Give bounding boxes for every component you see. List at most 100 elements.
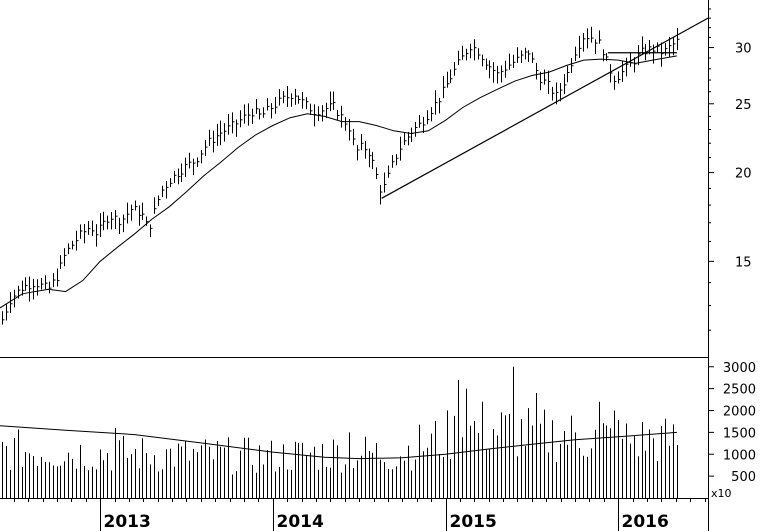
price-bar	[556, 82, 559, 105]
price-bar	[486, 58, 489, 70]
price-bar	[68, 243, 71, 255]
price-bar	[466, 48, 469, 61]
price-bar	[372, 151, 375, 170]
price-bar	[571, 58, 574, 74]
price-bar	[240, 110, 243, 128]
price-bar	[252, 108, 255, 124]
price-bar	[80, 224, 83, 239]
price-bar	[450, 69, 453, 84]
price-bar	[287, 85, 290, 107]
price-bar	[489, 60, 492, 79]
price-bar	[76, 230, 79, 251]
price-bar	[209, 129, 212, 146]
price-bar	[189, 152, 192, 169]
price-bar	[560, 82, 563, 102]
price-bar	[544, 69, 547, 85]
price-bar	[123, 214, 126, 233]
volume-tick-label: 500	[731, 470, 756, 485]
price-bar	[353, 128, 356, 146]
volume-panel: 500 1000 1500 2000 2500 3000 x10	[0, 361, 756, 500]
price-bar	[517, 47, 520, 63]
price-bar	[454, 62, 457, 76]
price-bar	[579, 35, 582, 58]
price-bar	[583, 32, 586, 52]
price-bar	[415, 121, 418, 137]
price-bar	[213, 130, 216, 153]
price-bar	[248, 103, 251, 126]
price-bar	[626, 57, 629, 77]
price-bar	[462, 45, 465, 60]
price-bar	[115, 210, 118, 229]
price-bar	[497, 65, 500, 84]
price-bar	[53, 273, 56, 288]
price-bar	[614, 75, 617, 90]
price-bar	[478, 48, 481, 60]
price-bar	[333, 91, 336, 111]
price-tick-label: 20	[735, 167, 752, 182]
price-bar	[107, 215, 110, 230]
price-bar	[37, 279, 40, 296]
price-bar	[259, 108, 262, 120]
price-bar	[33, 278, 36, 300]
price-bar	[380, 184, 383, 205]
price-bar	[310, 103, 313, 115]
price-bar	[521, 50, 524, 64]
price-bar	[567, 65, 570, 83]
price-bar	[96, 224, 99, 247]
price-bar	[384, 172, 387, 193]
price-bar	[244, 104, 247, 124]
price-bar	[548, 70, 551, 95]
price-tick-label: 15	[735, 255, 752, 270]
price-bar	[162, 185, 165, 198]
price-bar	[49, 281, 52, 294]
price-bar	[322, 105, 325, 122]
price-bar	[154, 197, 157, 214]
price-bar	[201, 150, 204, 164]
price-bar	[60, 255, 63, 269]
volume-moving-average-line	[0, 425, 677, 460]
price-bar	[618, 71, 621, 84]
price-bar	[443, 75, 446, 99]
price-bar	[232, 112, 235, 134]
price-bar	[361, 134, 364, 151]
price-bar	[404, 132, 407, 146]
price-bar	[283, 90, 286, 104]
price-bar	[119, 217, 122, 234]
year-label: 2015	[450, 512, 497, 531]
price-bar	[271, 103, 274, 119]
price-bar	[205, 140, 208, 156]
price-bar	[439, 98, 442, 114]
price-bar	[181, 163, 184, 183]
price-bar	[295, 88, 298, 105]
volume-tick-label: 2000	[723, 405, 756, 420]
price-bar	[92, 220, 95, 236]
price-bar	[591, 26, 594, 43]
price-bar	[170, 178, 173, 188]
price-bar	[564, 74, 567, 95]
price-bar	[193, 158, 196, 176]
price-bar	[10, 292, 13, 314]
price-bar	[392, 154, 395, 168]
price-bar	[427, 110, 430, 125]
price-bar	[423, 116, 426, 134]
price-bar	[341, 105, 344, 128]
price-bar	[57, 268, 60, 287]
price-panel: 15 20 25 30	[0, 8, 752, 331]
price-bar	[185, 157, 188, 177]
price-bar	[513, 54, 516, 69]
price-bar	[256, 99, 259, 114]
price-bar	[279, 89, 282, 106]
price-bar	[595, 39, 598, 54]
price-bar	[435, 90, 438, 115]
price-bar	[22, 280, 25, 296]
price-tick-label: 25	[735, 98, 752, 113]
price-bar	[509, 53, 512, 70]
price-bar	[224, 123, 227, 142]
price-bar	[610, 64, 613, 83]
price-bar	[217, 123, 220, 146]
price-bar	[677, 28, 680, 51]
price-bar	[174, 170, 177, 183]
price-bar	[587, 28, 590, 49]
price-bar	[419, 115, 422, 128]
